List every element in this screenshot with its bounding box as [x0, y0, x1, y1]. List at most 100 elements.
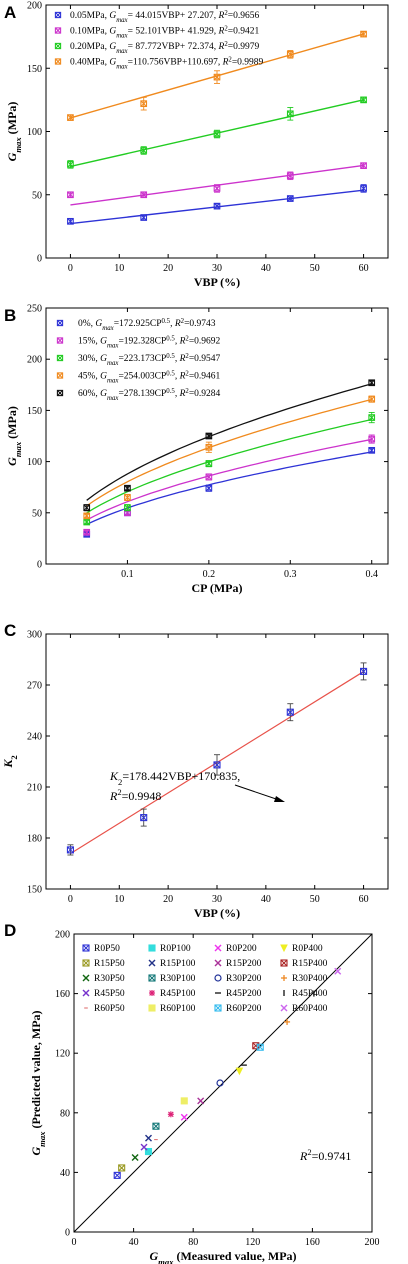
legend-entry-part: R	[179, 389, 186, 399]
data-point-box	[256, 1043, 264, 1051]
legend-entry-part: =0.9989	[232, 58, 264, 68]
data-point-x2	[67, 846, 74, 854]
data-point-box	[286, 708, 294, 716]
x-tick-label: 0	[68, 894, 73, 905]
data-point-box	[140, 100, 148, 108]
data-point-box	[368, 414, 376, 421]
data-point-x2	[67, 218, 74, 225]
data-point	[213, 185, 221, 192]
x-tick-label: 200	[365, 1237, 380, 1248]
data-point	[286, 708, 294, 716]
legend-entry-part: 0.20MPa,	[70, 42, 109, 52]
x-axis-label: VBP (%)	[194, 275, 240, 289]
data-point	[213, 202, 221, 210]
legend-entry-part: max	[107, 377, 118, 384]
legend-marker-box	[280, 959, 288, 967]
legend-marker	[54, 11, 62, 19]
data-point-x2	[67, 191, 74, 198]
data-point-x2	[124, 485, 131, 492]
data-point	[118, 1164, 126, 1172]
r2-annotation-part: R	[299, 1149, 308, 1163]
data-point-box	[205, 460, 213, 467]
data-point-box	[124, 494, 131, 501]
legend-entry-part: ,	[175, 389, 180, 399]
x-axis-label: CP (MPa)	[192, 581, 243, 595]
legend-entry-part: 0.5	[162, 318, 171, 325]
data-point-x2	[368, 447, 375, 454]
data-point-x2	[213, 73, 221, 81]
legend-marker-x2	[214, 944, 222, 952]
x-tick-label: 0.4	[365, 569, 378, 580]
data-point-box	[360, 162, 367, 170]
fit-curve-30%	[86, 418, 372, 514]
legend-entry-part: 0.10MPa,	[70, 27, 109, 37]
data-point	[152, 1122, 160, 1130]
data-point-x2	[140, 100, 147, 107]
data-point	[124, 504, 131, 512]
y-tick-label: 50	[32, 508, 42, 519]
legend-entry-part: 60%,	[78, 389, 100, 399]
fit-curve-15%	[86, 438, 372, 521]
data-point-x2	[287, 195, 294, 202]
data-point-box	[205, 473, 213, 481]
legend-marker	[56, 372, 64, 379]
data-point-box	[368, 379, 376, 387]
legend-entry-part: =0.9421	[228, 27, 260, 37]
y-tick-label: 180	[27, 834, 42, 845]
data-point-box	[83, 512, 91, 520]
legend-entry-part: ,	[175, 337, 180, 347]
x-axis-label-part: CP (MPa)	[192, 581, 243, 595]
legend-marker	[148, 1004, 156, 1012]
legend-entry-part: 15%,	[78, 337, 100, 347]
data-point-x2	[83, 504, 90, 511]
legend-entry-part: max	[107, 360, 118, 367]
legend-entry-part: G	[109, 27, 116, 37]
legend-entry-part: 30%,	[78, 354, 100, 364]
data-point	[140, 1143, 148, 1151]
data-point	[205, 432, 213, 440]
legend-entry-part: max	[107, 342, 118, 349]
annotation-r2-part: =0.9948	[122, 789, 162, 803]
data-point	[235, 1067, 244, 1076]
legend-marker-box	[56, 372, 64, 379]
legend-entry: R30P50	[94, 974, 125, 984]
x-tick-label: 120	[245, 1237, 260, 1248]
data-point	[368, 379, 376, 387]
legend-marker-x2	[148, 974, 156, 982]
y-axis-label-part: max	[37, 1131, 47, 1147]
legend-entry-part: 2	[185, 388, 189, 395]
legend-marker-box	[56, 319, 64, 327]
legend-marker	[56, 354, 64, 362]
legend-entry-part: 0.5	[166, 335, 175, 342]
data-point-box	[67, 161, 74, 168]
data-point	[286, 110, 294, 118]
y-axis-label-part: G	[5, 457, 19, 466]
x-tick-label: 0	[68, 263, 73, 274]
data-point-box	[124, 484, 131, 492]
data-point-box	[360, 667, 368, 675]
legend-entry: 30%, Gmax=223.173CP0.5, R2=0.9547	[78, 353, 221, 367]
data-point	[140, 814, 148, 822]
data-point-x2	[287, 172, 294, 179]
legend-entry-part: 2	[224, 10, 228, 17]
data-point	[205, 460, 213, 467]
data-point-x2	[140, 1143, 148, 1151]
legend-entry-part: R	[179, 354, 186, 364]
data-point-x2	[334, 967, 342, 975]
data-point	[368, 435, 376, 443]
data-point-x2	[368, 395, 375, 403]
data-point-box	[368, 395, 376, 403]
r2-annotation-part: 2	[307, 1147, 311, 1157]
y-tick-label: 80	[60, 1108, 70, 1119]
legend-marker-x2	[57, 372, 63, 379]
legend-entry-part: 2	[185, 353, 189, 360]
r2-annotation-part: =0.9741	[312, 1149, 352, 1163]
data-point	[216, 1079, 224, 1087]
legend-marker-x2	[55, 12, 61, 18]
legend-marker	[148, 944, 156, 952]
legend-entry-part: =0.9692	[189, 337, 221, 347]
data-point-x2	[287, 110, 294, 117]
legend-entry-part: max	[116, 17, 127, 24]
legend-marker-circle	[214, 974, 222, 982]
y-axis-label-part: (Predicted value, MPa)	[29, 1010, 43, 1131]
